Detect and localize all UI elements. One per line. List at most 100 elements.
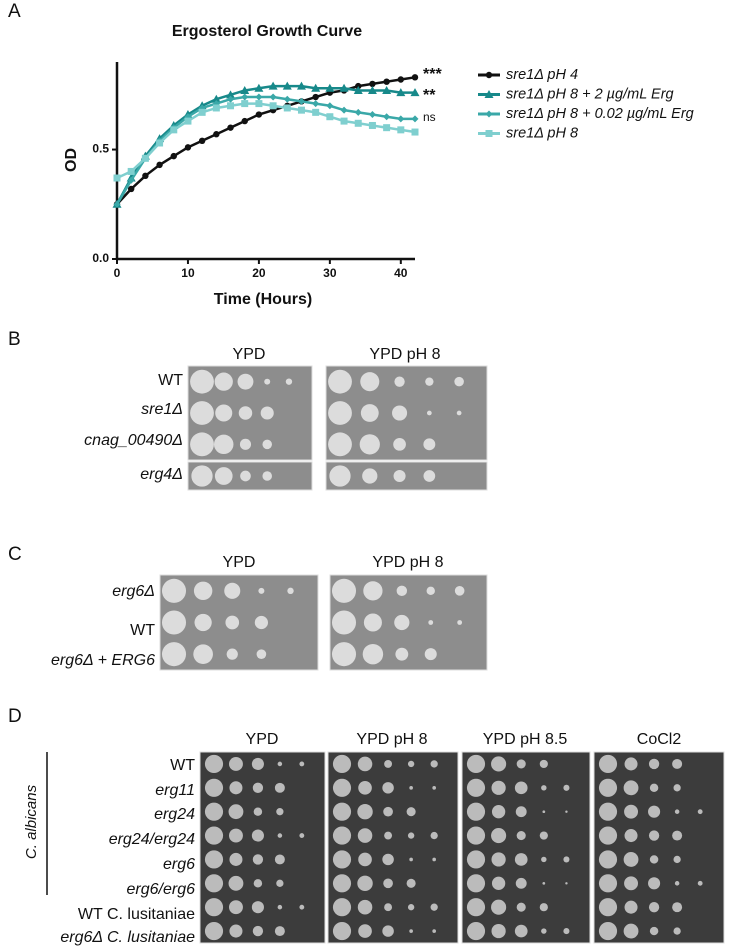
point bbox=[227, 95, 235, 103]
point bbox=[113, 200, 121, 208]
point bbox=[241, 93, 249, 101]
colony-spot bbox=[491, 828, 507, 844]
colony-spot bbox=[332, 754, 352, 774]
colony-spot bbox=[204, 874, 224, 893]
colony-spot bbox=[357, 899, 373, 915]
colony-spot bbox=[648, 830, 660, 841]
column-header: YPD pH 8 bbox=[356, 731, 427, 748]
colony-spot bbox=[253, 879, 263, 888]
colony-spot bbox=[598, 874, 618, 893]
point bbox=[312, 100, 320, 108]
point bbox=[142, 172, 149, 180]
point bbox=[396, 88, 406, 97]
point bbox=[297, 106, 305, 114]
panel-label: B bbox=[8, 329, 21, 350]
point bbox=[241, 100, 249, 108]
row-label: erg6/erg6 bbox=[127, 881, 196, 898]
colony-spot bbox=[384, 903, 393, 912]
x-axis-label: Time (Hours) bbox=[214, 291, 312, 308]
colony-spot bbox=[542, 810, 546, 814]
point bbox=[269, 102, 277, 110]
colony-spot bbox=[623, 780, 639, 796]
colony-spot bbox=[332, 826, 352, 845]
panel-label: A bbox=[8, 1, 21, 22]
colony-spot bbox=[393, 469, 406, 483]
colony-spot bbox=[430, 903, 438, 911]
colony-spot bbox=[287, 587, 294, 595]
point bbox=[484, 90, 494, 98]
colony-spot bbox=[454, 376, 464, 387]
colony-spot bbox=[229, 781, 243, 795]
colony-spot bbox=[357, 828, 373, 843]
point bbox=[311, 83, 321, 92]
x-tick-label: 30 bbox=[323, 266, 337, 280]
point bbox=[383, 78, 390, 85]
colony-spot bbox=[648, 902, 660, 913]
colony-spot bbox=[204, 850, 224, 869]
colony-spot bbox=[541, 785, 547, 791]
colony-spot bbox=[426, 410, 432, 416]
x-tick-label: 20 bbox=[252, 266, 266, 280]
colony-spot bbox=[649, 926, 659, 936]
row-label: WT bbox=[158, 372, 183, 389]
colony-spot bbox=[673, 855, 681, 864]
point bbox=[410, 88, 420, 97]
point bbox=[198, 108, 206, 116]
y-axis-label: OD bbox=[63, 148, 80, 172]
colony-spot bbox=[514, 853, 528, 866]
colony-spot bbox=[539, 759, 548, 769]
legend-label: sre1Δ pH 8 bbox=[506, 125, 578, 141]
colony-spot bbox=[598, 802, 618, 821]
point bbox=[255, 93, 263, 101]
colony-spot bbox=[274, 926, 285, 937]
colony-spot bbox=[225, 615, 240, 630]
point bbox=[411, 128, 419, 136]
colony-spot bbox=[466, 778, 486, 797]
colony-spot bbox=[252, 854, 264, 865]
point bbox=[170, 152, 177, 160]
colony-spot bbox=[396, 585, 408, 597]
colony-spot bbox=[239, 438, 252, 450]
colony-spot bbox=[253, 807, 263, 816]
point bbox=[226, 90, 236, 99]
colony-spot bbox=[329, 465, 351, 487]
colony-spot bbox=[624, 804, 638, 819]
colony-spot bbox=[258, 587, 265, 594]
point bbox=[382, 85, 392, 94]
colony-spot bbox=[409, 857, 413, 862]
colony-spot bbox=[256, 649, 267, 659]
colony-spot bbox=[395, 647, 409, 661]
colony-spot bbox=[394, 614, 410, 631]
colony-spot bbox=[363, 581, 383, 601]
colony-spot bbox=[598, 826, 618, 845]
colony-spot bbox=[358, 852, 372, 867]
colony-spot bbox=[648, 805, 661, 818]
colony-spot bbox=[672, 902, 683, 913]
colony-spot bbox=[697, 880, 703, 886]
row-label: erg11 bbox=[155, 782, 195, 799]
colony-spot bbox=[563, 784, 570, 791]
point bbox=[127, 185, 135, 193]
row-label: WT bbox=[170, 757, 195, 774]
colony-spot bbox=[251, 757, 264, 770]
colony-spot bbox=[673, 784, 681, 792]
legend-label: sre1Δ pH 4 bbox=[506, 67, 578, 83]
colony-spot bbox=[623, 852, 639, 867]
colony-spot bbox=[229, 756, 243, 771]
colony-spot bbox=[331, 642, 357, 667]
point bbox=[127, 176, 135, 184]
colony-spot bbox=[624, 829, 638, 843]
colony-spot bbox=[285, 378, 293, 385]
colony-spot bbox=[190, 369, 214, 394]
column-header: CoCl2 bbox=[637, 731, 682, 748]
point bbox=[141, 154, 149, 162]
colony-spot bbox=[204, 778, 224, 797]
point bbox=[411, 74, 419, 81]
colony-spot bbox=[491, 805, 506, 819]
point bbox=[241, 117, 248, 125]
colony-spot bbox=[204, 802, 224, 821]
colony-spot bbox=[541, 856, 547, 863]
colony-spot bbox=[514, 924, 528, 938]
series-line bbox=[115, 95, 415, 205]
colony-spot bbox=[598, 778, 618, 797]
